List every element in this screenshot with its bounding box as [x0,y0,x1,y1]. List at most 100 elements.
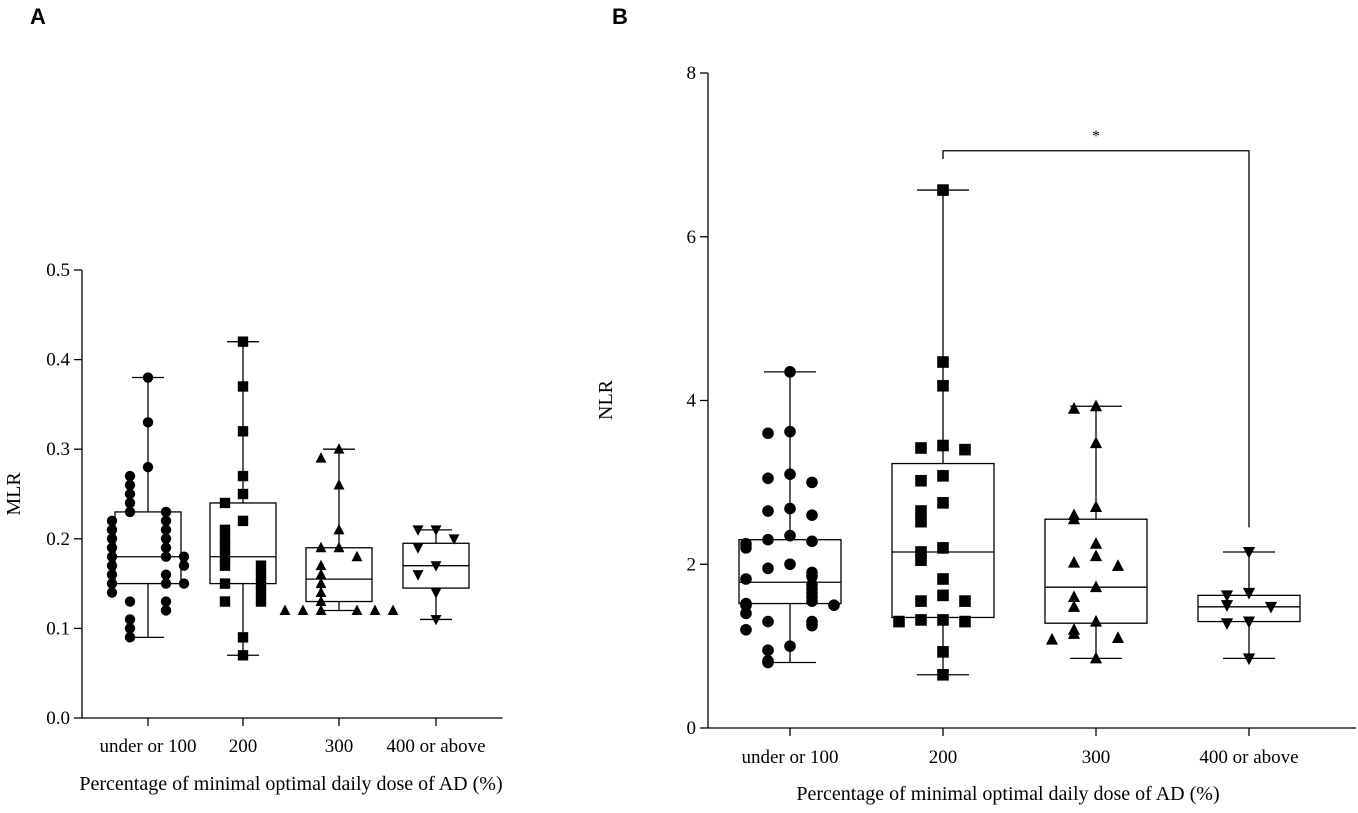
data-point [255,587,267,598]
panel-b-x-tick-label: 400 or above [1199,747,1298,768]
data-point [1067,627,1081,639]
data-point [1089,537,1103,549]
iqr-box [209,502,277,585]
data-point [937,589,949,602]
data-point [219,596,231,607]
data-point [430,588,442,599]
data-point [255,596,267,607]
data-point [106,560,118,571]
data-point [762,615,774,628]
data-point [219,524,231,536]
data-point [959,595,971,607]
data-point [1089,500,1103,512]
data-point [937,497,949,509]
data-point [160,515,172,527]
panel-b-box-group-3 [1197,551,1301,660]
data-point [1067,555,1081,568]
panel-b-y-tick-label: 0 [687,718,697,739]
data-point [1089,436,1103,449]
data-point [915,442,927,454]
data-point [219,560,231,571]
data-point [315,586,327,598]
panel-b-points-2 [1045,399,1125,664]
panel-a-x-axis-title: Percentage of minimal optimal daily dose… [79,773,502,795]
panel-a-y-tick-label: 0.1 [46,618,70,639]
panel-b-x-tick-label: 300 [1082,747,1111,768]
panel-b-letter: B [612,4,628,29]
data-point [315,559,327,571]
data-point [762,533,774,546]
data-point [937,542,949,554]
data-point [178,560,190,571]
data-point [915,614,927,626]
data-point [219,497,231,509]
data-point [315,568,327,580]
panel-b-chart: 0 2 4 6 8 under or 100 200 300 400 or above Perce… [595,63,1357,805]
data-point [124,497,136,509]
data-point [178,551,190,562]
panel-a-y-tick-label: 0.2 [46,529,70,550]
data-point [937,614,949,626]
data-point [806,570,818,583]
data-point [106,551,118,562]
iqr-box [305,547,373,603]
panel-a-y-tick-label: 0.4 [46,350,70,371]
data-point [784,366,796,378]
data-point [1067,512,1081,525]
data-point [1220,618,1234,630]
data-point [412,543,424,554]
data-point [160,542,172,553]
data-point [333,523,345,535]
data-point [160,605,172,616]
data-point [1220,600,1234,612]
data-point [784,468,796,480]
data-point [1111,631,1125,643]
data-point [1089,651,1103,664]
data-point [937,668,949,681]
data-point [937,573,949,585]
data-point [740,573,752,585]
data-point [106,587,118,598]
data-point [387,604,399,615]
data-point [142,372,154,383]
data-point [430,614,442,626]
panel-b-points-0 [740,366,840,669]
data-point [297,604,309,615]
data-point [279,604,291,615]
panel-a-points-2 [279,443,399,615]
panel-a-box-group-0 [114,376,182,639]
data-point [959,443,971,456]
data-point [806,509,818,521]
data-point [740,623,752,636]
data-point [937,356,949,368]
data-point [915,554,927,566]
data-point [106,515,118,527]
data-point [142,461,154,473]
data-point [412,570,424,581]
data-point [124,470,136,482]
data-point [219,533,231,544]
data-point [806,619,818,632]
data-point [806,595,818,607]
data-point [124,632,136,643]
panel-b-y-tick-label: 6 [687,227,697,248]
data-point [740,599,752,611]
panel-a-x-tick-label: 400 or above [386,736,485,757]
data-point [255,560,267,571]
data-point [1067,590,1081,603]
panel-a-y-tick-label: 0.5 [46,260,70,281]
data-point [784,425,796,438]
data-point [915,595,927,607]
data-point [915,546,927,558]
data-point [784,558,796,571]
data-point [937,439,949,452]
data-point [784,529,796,542]
data-point [915,505,927,517]
data-point [160,569,172,580]
panel-a-chart: 0.0 0.1 0.2 0.3 0.4 0.5 under or 100 200 300 400 … [3,260,503,795]
data-point [1089,580,1103,593]
data-point [106,569,118,580]
panel-b-y-tick-label: 2 [687,554,697,575]
data-point [828,599,840,611]
